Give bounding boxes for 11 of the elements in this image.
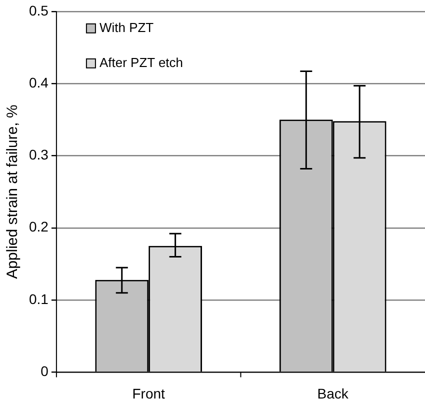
x-tick-label: Front [132, 385, 166, 402]
y-tick-label: 0.5 [28, 2, 49, 18]
y-axis-title: Applied strain at failure, % [4, 104, 22, 279]
legend-label: After PZT etch [99, 54, 184, 70]
y-tick-label: 0.3 [28, 146, 49, 163]
y-tick-label: 0.4 [28, 74, 49, 90]
y-tick-label: 0.1 [28, 290, 49, 307]
legend-label: With PZT [99, 20, 154, 35]
x-tick-label: Back [317, 385, 350, 402]
y-tick-label: 0.2 [28, 218, 49, 235]
y-tick-label: 0 [40, 363, 49, 380]
